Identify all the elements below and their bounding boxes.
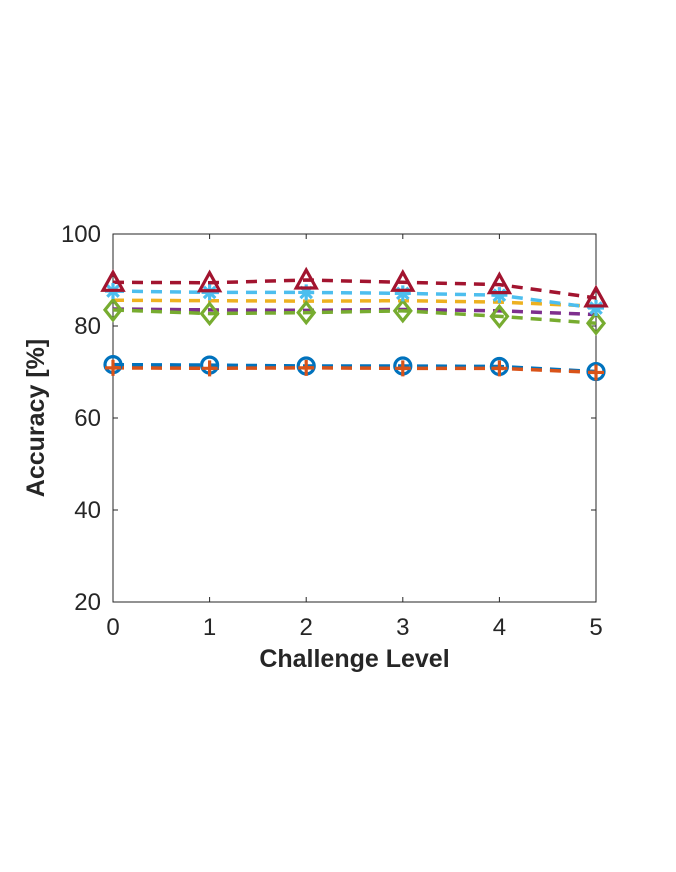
plus-marker (588, 364, 604, 381)
series-2-marker (394, 360, 411, 377)
asterisk-marker (298, 284, 315, 301)
series-line-3 (112, 298, 597, 308)
x-tick-label: 2 (300, 614, 313, 641)
asterisk-marker (394, 285, 411, 302)
series-6-marker (491, 287, 508, 304)
series-5-marker (392, 298, 413, 324)
axis-ticks (112, 233, 597, 603)
series-5-marker (102, 297, 124, 323)
triangle-marker (583, 284, 609, 308)
series-7-marker (100, 269, 126, 292)
series-2-marker (105, 359, 121, 376)
asterisk-marker (588, 300, 604, 317)
series-6-marker (298, 284, 315, 301)
plus-marker (491, 360, 508, 377)
series-line-5 (112, 308, 597, 325)
series-line-4 (112, 307, 597, 317)
series-7-marker (486, 271, 513, 295)
y-tick-label: 60 (74, 405, 101, 432)
plot-area (112, 233, 597, 603)
y-tick-label: 40 (74, 497, 101, 524)
y-tick-label: 100 (61, 221, 101, 248)
plus-marker (298, 359, 315, 376)
diamond-marker (296, 300, 317, 326)
series-line-2 (112, 366, 597, 375)
series-2-marker (298, 359, 315, 376)
series-7-marker (390, 269, 416, 292)
plot-frame (112, 233, 597, 603)
series-7-marker (583, 284, 609, 308)
x-tick-label: 5 (589, 614, 602, 641)
diamond-marker (489, 303, 510, 329)
series-2-marker (201, 360, 218, 377)
tick-labels: 0 1 2 3 4 5 20 40 60 80 100 (61, 221, 603, 641)
triangle-marker (293, 266, 319, 290)
series-5-marker (296, 300, 317, 326)
diamond-marker (585, 310, 607, 336)
series-5-marker (199, 301, 220, 327)
series-7-marker (196, 269, 223, 293)
series-line-6 (112, 289, 597, 310)
diamond-marker (199, 301, 220, 327)
triangle-marker (390, 269, 416, 292)
series-lines (112, 278, 597, 375)
diamond-marker (102, 297, 124, 323)
x-tick-label: 3 (396, 614, 409, 641)
x-tick-label: 4 (493, 614, 506, 641)
plus-marker (201, 360, 218, 377)
series-5-marker (585, 310, 607, 336)
plus-marker (105, 359, 121, 376)
series-markers (100, 266, 609, 382)
y-axis-title: Accuracy [%] (22, 339, 50, 497)
y-tick-label: 20 (74, 589, 101, 616)
x-tick-label: 1 (203, 614, 216, 641)
asterisk-marker (201, 284, 218, 301)
x-tick-label: 0 (106, 614, 119, 641)
y-tick-label: 80 (74, 313, 101, 340)
series-6-marker (394, 285, 411, 302)
series-7-marker (293, 266, 319, 290)
series-6-marker (588, 300, 604, 317)
series-5-marker (489, 303, 510, 329)
x-axis-title: Challenge Level (259, 645, 449, 673)
plus-marker (394, 360, 411, 377)
triangle-marker (486, 271, 513, 295)
triangle-marker (196, 269, 223, 293)
series-2-marker (491, 360, 508, 377)
asterisk-marker (491, 287, 508, 304)
series-6-marker (201, 284, 218, 301)
series-line-7 (112, 278, 597, 300)
diamond-marker (392, 298, 413, 324)
triangle-marker (100, 269, 126, 292)
series-2-marker (588, 364, 604, 381)
